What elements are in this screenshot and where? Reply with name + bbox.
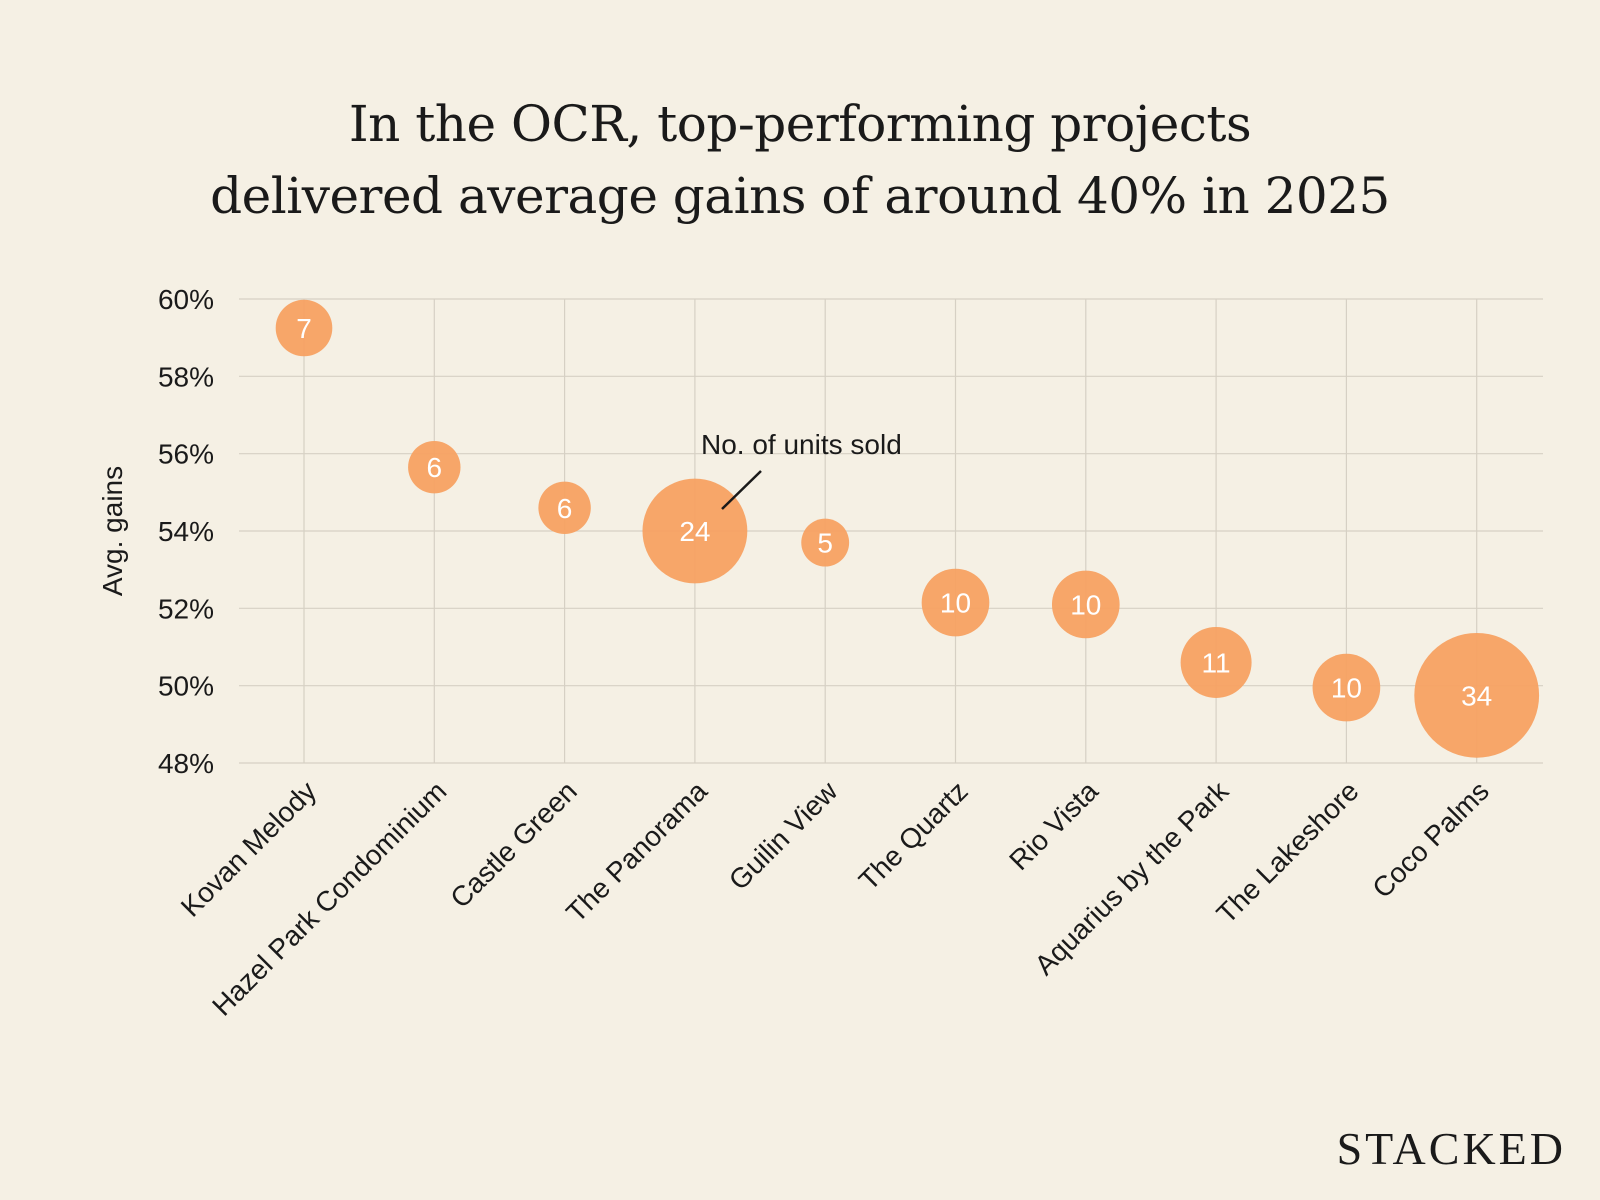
- x-tick-label: Castle Green: [444, 775, 583, 914]
- bubble-label: 11: [1202, 647, 1231, 678]
- bubble: [275, 299, 333, 357]
- x-tick-label: The Quartz: [853, 775, 974, 896]
- y-tick-label: 52%: [158, 593, 214, 624]
- bubble: [1051, 570, 1120, 639]
- x-tick-label: Coco Palms: [1366, 775, 1495, 904]
- x-tick-label: Rio Vista: [1003, 775, 1104, 876]
- x-tick-label: The Lakeshore: [1211, 775, 1365, 929]
- chart-title: In the OCR, top-performing projects deli…: [0, 88, 1600, 232]
- bubble: [921, 568, 990, 637]
- annotation-leader-line: [721, 470, 762, 510]
- y-tick-label: 50%: [158, 671, 214, 702]
- bubble: [1312, 653, 1381, 722]
- x-tick-label: Guilin View: [723, 775, 844, 896]
- title-line-1: In the OCR, top-performing projects: [348, 95, 1252, 153]
- annotation-size-label: No. of units sold: [701, 429, 902, 460]
- bubble: [538, 481, 591, 535]
- bubble: [801, 518, 850, 567]
- bubble-label: 7: [296, 313, 312, 344]
- stacked-logo: STACKED: [1336, 1123, 1566, 1174]
- y-tick-label: 60%: [158, 284, 214, 315]
- y-tick-label: 56%: [158, 439, 214, 470]
- y-tick-label: 54%: [158, 516, 214, 547]
- bubble-label: 34: [1461, 680, 1492, 711]
- x-tick-label: Kovan Melody: [175, 775, 322, 922]
- x-tick-label: The Panorama: [560, 775, 713, 928]
- bubble: [408, 440, 461, 494]
- bubble: [1180, 626, 1252, 698]
- x-tick-label: Hazel Park Condominium: [206, 775, 452, 1021]
- y-axis-label: Avg. gains: [97, 466, 128, 596]
- bubble-label: 10: [1070, 589, 1101, 620]
- bubble-label: 10: [1331, 673, 1362, 704]
- title-line-2: delivered average gains of around 40% in…: [210, 167, 1390, 225]
- bubble: [1414, 632, 1540, 758]
- bubble-label: 24: [679, 516, 710, 547]
- y-tick-label: 58%: [158, 361, 214, 392]
- bubble-label: 6: [557, 493, 573, 524]
- bubble-label: 10: [940, 588, 971, 619]
- bubble: [642, 478, 748, 584]
- bubble-label: 6: [427, 452, 443, 483]
- y-tick-label: 48%: [158, 748, 214, 779]
- bubble-label: 5: [817, 528, 833, 559]
